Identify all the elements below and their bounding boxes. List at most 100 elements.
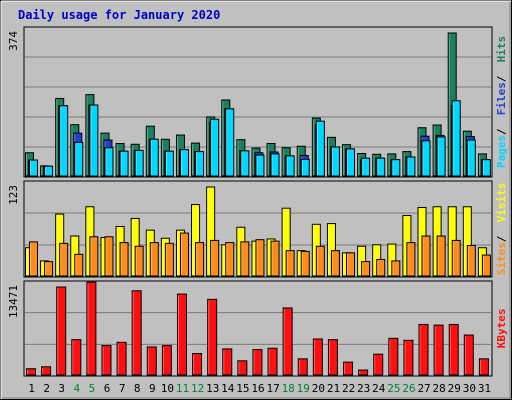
day-label: 5 [89,382,96,395]
day-label: 11 [176,382,189,395]
bar-pages [59,105,69,177]
bar-pages [29,159,38,177]
day-labels: 1 2 3 4 5 6 7 8 9 10 11 12 13 14 15 16 17 18 19 20 21 22 23 24 2… [28,382,491,395]
bar-sites [240,241,250,277]
bar-pages [119,150,129,177]
legend-separator: / [495,75,508,82]
day-label: 14 [221,382,235,395]
day-label: 31 [478,382,491,395]
bar-sites [119,242,129,277]
day-label: 19 [297,382,310,395]
bar-pages [210,118,220,177]
bar-kbytes [176,293,187,376]
day-label: 18 [282,382,295,395]
bars-kbytes [26,281,489,376]
day-label: 22 [342,382,355,395]
bar-kbytes [222,348,233,376]
bar-pages [225,108,235,177]
bar-kbytes [282,307,293,376]
panel-visits-sites: 123 [7,180,493,278]
bar-pages [74,141,84,177]
bar-kbytes [297,358,308,376]
bar-kbytes [478,358,489,376]
bar-sites [195,242,205,277]
legend-separator: / [495,235,508,242]
bar-pages [451,100,461,177]
y-max-label: 13471 [7,285,20,318]
bar-kbytes [252,349,263,376]
bar-sites [134,245,144,277]
legend-visits: Visits [495,183,508,223]
day-label: 21 [327,382,340,395]
day-label: 16 [251,382,264,395]
series-legends: Pages / Files / Hits Sites / Visits KBytes [495,36,508,348]
bar-kbytes [373,353,384,376]
bar-kbytes [343,361,354,376]
day-label: 13 [206,382,219,395]
day-label: 25 [387,382,400,395]
bar-pages [421,140,431,177]
day-label: 8 [134,382,141,395]
bar-sites [481,254,491,277]
bar-sites [436,235,446,277]
day-label: 10 [161,382,174,395]
legend-sites: Sites [495,242,508,275]
bar-pages [44,165,54,177]
legend-visits-sites: Sites / Visits [495,183,508,276]
bar-sites [285,250,295,277]
bar-pages [179,149,189,177]
bar-pages [240,150,250,177]
day-label: 1 [28,382,35,395]
bar-pages [270,153,280,177]
bar-kbytes [101,345,112,376]
bar-kbytes [41,366,52,376]
bar-pages [300,158,310,177]
legend-kbytes: KBytes [495,309,508,349]
bar-sites [346,252,356,277]
bar-sites [164,242,174,277]
day-label: 17 [266,382,279,395]
bar-kbytes [463,334,474,376]
bar-sites [451,239,461,277]
bar-sites [59,242,69,277]
day-label: 20 [312,382,325,395]
bar-sites [74,253,84,277]
day-label: 12 [191,382,204,395]
bar-kbytes [26,368,36,376]
bar-sites [149,242,159,277]
day-label: 26 [402,382,415,395]
bar-kbytes [358,369,369,376]
bar-sites [89,236,99,277]
bar-pages [481,159,491,177]
bar-sites [315,245,325,277]
panel-kbytes: 13471 [7,280,493,377]
day-label: 3 [58,382,65,395]
bar-pages [149,138,159,177]
bar-kbytes [207,298,218,376]
bar-sites [466,245,476,277]
day-label: 28 [433,382,446,395]
bars-visits-sites [25,186,491,277]
bar-kbytes [71,339,82,376]
bar-pages [315,120,325,177]
bar-sites [300,250,310,277]
bar-kbytes [131,290,142,376]
bar-pages [346,148,356,177]
bar-kbytes [86,281,97,376]
day-label: 23 [357,382,370,395]
bar-pages [134,149,144,177]
day-label: 6 [104,382,111,395]
bar-kbytes [237,360,248,376]
bar-kbytes [388,337,399,376]
bar-kbytes [192,353,203,376]
day-label: 4 [74,382,81,395]
bar-sites [270,240,280,277]
bar-pages [255,154,265,177]
bar-sites [29,241,38,277]
legend-hits-files-pages: Pages / Files / Hits [495,36,508,168]
bar-sites [44,261,54,277]
bar-sites [376,258,386,277]
bar-kbytes [327,339,338,376]
